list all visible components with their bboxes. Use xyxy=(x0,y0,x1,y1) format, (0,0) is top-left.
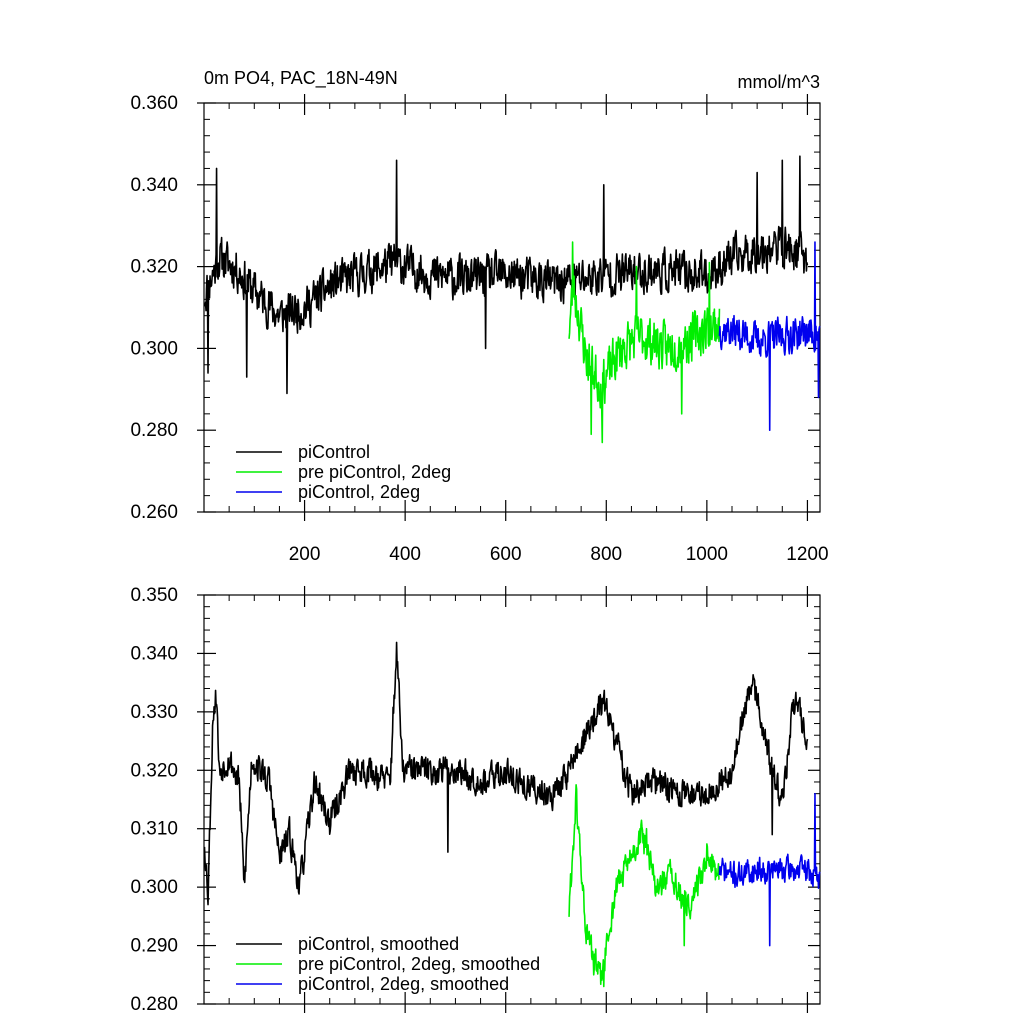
y-tick-label: 0.260 xyxy=(130,502,178,523)
panel-2: 0.280 0.290 0.300 0.310 0.320 0.330 0.340 0.350… xyxy=(130,585,821,1015)
y-tick-label: 0.290 xyxy=(130,936,178,957)
legend-label: pre piControl, 2deg, smoothed xyxy=(298,954,540,974)
panel-1-units: mmol/m^3 xyxy=(738,72,820,92)
series-line-picontrol-2deg xyxy=(718,241,821,431)
x-tick-label: 200 xyxy=(289,544,321,565)
series-line-picontrol xyxy=(203,155,809,395)
panel-2-frame xyxy=(203,594,821,1005)
y-tick-label: 0.320 xyxy=(130,760,178,781)
legend-label: piControl, 2deg xyxy=(298,482,420,502)
panel-1: 0m PO4, PAC_18N-49N mmol/m^3 0.2600.2800… xyxy=(130,68,828,565)
y-tick-label: 0.280 xyxy=(130,994,178,1015)
panel-1-title: 0m PO4, PAC_18N-49N xyxy=(204,68,398,89)
panel-1-frame xyxy=(203,102,821,513)
y-tick-label: 0.340 xyxy=(130,175,178,196)
y-tick-label: 0.300 xyxy=(130,338,178,359)
p1-y-axis: 0.260 0.280 0.300 0.320 0.340 0.360 xyxy=(130,93,820,523)
series-line-picontrol-smoothed xyxy=(203,641,809,906)
p2-series-group xyxy=(203,641,821,988)
y-tick-label: 0.280 xyxy=(130,420,178,441)
x-tick-label: 800 xyxy=(590,544,622,565)
p2-x-axis xyxy=(228,586,809,1013)
series-line-picontrol-2deg-smoothed xyxy=(718,792,821,947)
y-tick-label: 0.360 xyxy=(130,93,178,114)
y-tick-label: 0.300 xyxy=(130,877,178,898)
legend-label: pre piControl, 2deg xyxy=(298,462,451,482)
y-tick-label: 0.340 xyxy=(130,643,178,664)
x-tick-label: 1200 xyxy=(786,544,828,565)
series-line-pre-picontrol-2deg-smoothed xyxy=(568,784,720,988)
x-tick-label: 400 xyxy=(389,544,421,565)
legend-label: piControl xyxy=(298,442,370,462)
x-tick-label: 600 xyxy=(490,544,522,565)
y-tick-label: 0.320 xyxy=(130,257,178,278)
y-tick-label: 0.350 xyxy=(130,585,178,606)
y-tick-label: 0.310 xyxy=(130,819,178,840)
p1-series-group xyxy=(203,155,821,444)
legend-label: piControl, 2deg, smoothed xyxy=(298,974,509,994)
legend-label: piControl, smoothed xyxy=(298,934,459,954)
series-line-pre-picontrol-2deg xyxy=(568,241,721,444)
x-tick-label: 1000 xyxy=(686,544,728,565)
p2-y-axis: 0.280 0.290 0.300 0.310 0.320 0.330 0.340 0.350 xyxy=(130,585,820,1015)
y-tick-label: 0.330 xyxy=(130,702,178,723)
p1-x-axis: 200 400 600 800 1000 1200 xyxy=(228,94,829,565)
